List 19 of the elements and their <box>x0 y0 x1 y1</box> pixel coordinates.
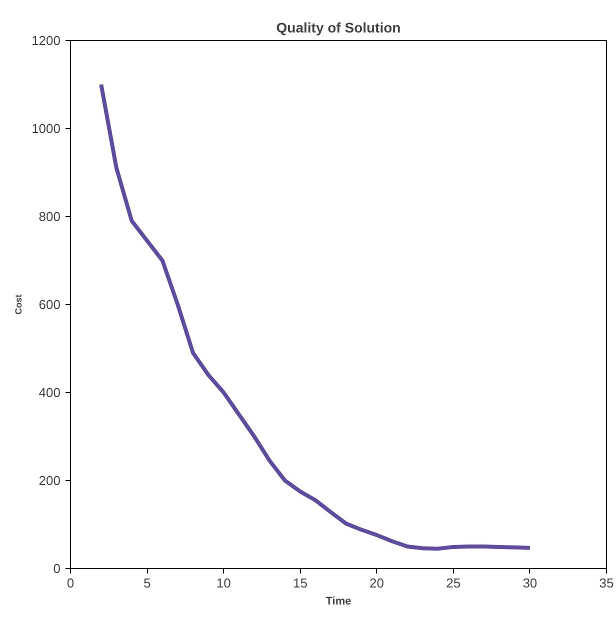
y-tick-label: 0 <box>53 561 61 576</box>
y-tick-label: 1200 <box>32 33 60 48</box>
y-tick-label: 800 <box>38 209 61 224</box>
chart-title: Quality of Solution <box>276 20 401 36</box>
x-axis-title: Time <box>326 596 352 608</box>
y-tick-label: 600 <box>38 297 61 312</box>
y-tick-label: 1000 <box>32 121 60 136</box>
y-tick-label: 400 <box>38 385 61 400</box>
x-tick-label: 10 <box>216 576 231 590</box>
x-tick-label: 5 <box>143 576 151 590</box>
y-tick-label: 200 <box>38 473 61 488</box>
x-tick-label: 0 <box>66 576 74 590</box>
x-tick-label: 20 <box>370 576 384 590</box>
x-tick-label: 15 <box>292 576 308 590</box>
x-tick-label: 30 <box>522 576 538 590</box>
x-tick-label: 35 <box>599 576 614 590</box>
y-axis-title: Cost <box>14 294 24 314</box>
line-series <box>99 82 532 551</box>
x-tick-label: 25 <box>446 576 461 590</box>
